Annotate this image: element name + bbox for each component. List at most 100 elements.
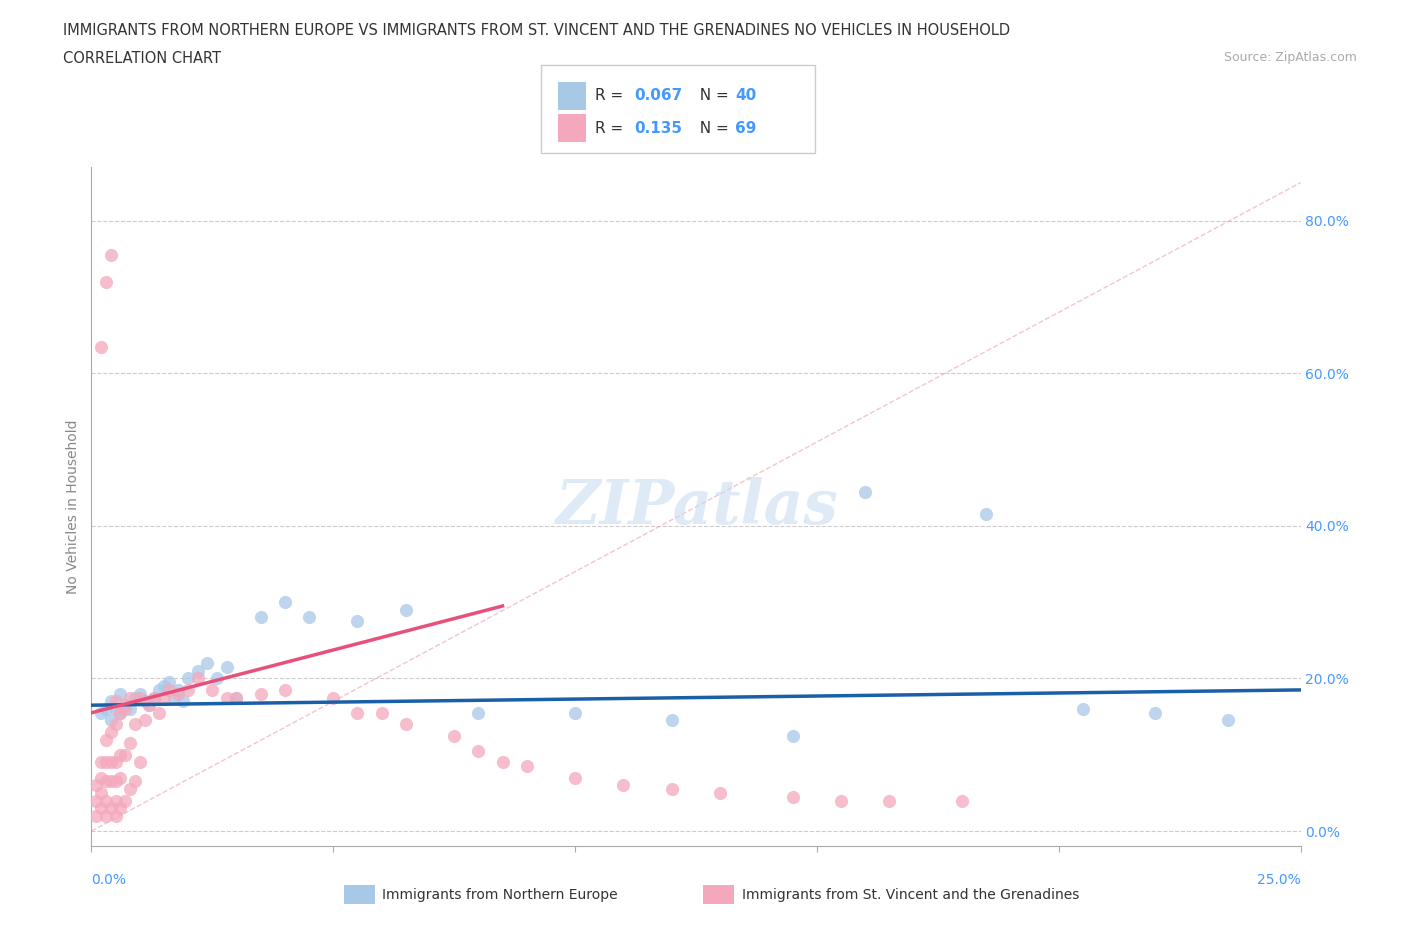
Point [157, 675, 180, 690]
Point [84, 777, 107, 792]
Point [853, 485, 876, 499]
Point [143, 690, 166, 705]
Point [84, 793, 107, 808]
Point [110, 748, 132, 763]
Point [274, 683, 297, 698]
Point [94, 755, 117, 770]
Text: Source: ZipAtlas.com: Source: ZipAtlas.com [1223, 51, 1357, 64]
Point [90, 770, 112, 785]
Point [90, 801, 112, 816]
Point [100, 694, 122, 709]
Point [104, 694, 127, 709]
Point [564, 770, 586, 785]
Point [120, 701, 142, 716]
Point [153, 690, 176, 705]
Point [114, 793, 136, 808]
Point [148, 683, 170, 698]
Point [110, 770, 132, 785]
Text: 69: 69 [735, 121, 756, 136]
Point [370, 705, 392, 720]
Text: CORRELATION CHART: CORRELATION CHART [63, 51, 221, 66]
Point [205, 671, 228, 686]
Point [104, 755, 127, 770]
Point [120, 781, 142, 796]
Point [564, 705, 586, 720]
Text: ZIPatlas: ZIPatlas [554, 477, 838, 537]
Point [709, 786, 731, 801]
Point [104, 793, 127, 808]
Point [172, 694, 194, 709]
Text: IMMIGRANTS FROM NORTHERN EUROPE VS IMMIGRANTS FROM ST. VINCENT AND THE GRENADINE: IMMIGRANTS FROM NORTHERN EUROPE VS IMMIG… [63, 23, 1011, 38]
Point [1071, 701, 1094, 716]
Point [879, 793, 901, 808]
Point [143, 690, 166, 705]
Point [104, 808, 127, 823]
Point [94, 274, 117, 289]
Point [187, 671, 209, 686]
Point [830, 793, 852, 808]
Point [950, 793, 973, 808]
Point [100, 724, 122, 739]
Point [346, 614, 368, 629]
Point [100, 801, 122, 816]
Text: 40: 40 [735, 88, 756, 103]
Point [177, 671, 200, 686]
Point [110, 686, 132, 701]
Point [124, 717, 146, 732]
Point [201, 683, 224, 698]
Point [104, 717, 127, 732]
Point [100, 713, 122, 728]
Point [162, 690, 184, 705]
Point [491, 755, 513, 770]
Point [134, 694, 156, 709]
Point [153, 679, 176, 694]
Point [395, 717, 418, 732]
Point [124, 690, 146, 705]
Point [120, 690, 142, 705]
Point [215, 659, 238, 674]
Point [94, 793, 117, 808]
Point [94, 774, 117, 789]
Point [516, 759, 538, 774]
Text: R =: R = [595, 88, 628, 103]
Point [467, 705, 489, 720]
Point [974, 507, 997, 522]
Point [395, 603, 418, 618]
Point [100, 755, 122, 770]
Point [187, 663, 209, 678]
Point [322, 690, 344, 705]
Point [274, 595, 297, 610]
Text: R =: R = [595, 121, 628, 136]
Point [128, 686, 150, 701]
Point [177, 683, 200, 698]
Point [90, 705, 112, 720]
Point [782, 728, 804, 743]
Point [120, 736, 142, 751]
Point [138, 698, 160, 712]
Point [1144, 705, 1167, 720]
Text: N =: N = [690, 121, 734, 136]
Point [104, 774, 127, 789]
Point [128, 755, 150, 770]
Point [443, 728, 465, 743]
Point [215, 690, 238, 705]
Point [148, 705, 170, 720]
Point [90, 786, 112, 801]
Point [167, 683, 190, 698]
Point [612, 777, 634, 792]
Point [249, 686, 271, 701]
Text: 0.0%: 0.0% [91, 873, 127, 887]
Point [94, 732, 117, 747]
Point [249, 610, 271, 625]
Text: 0.067: 0.067 [634, 88, 682, 103]
Point [128, 690, 150, 705]
Point [1216, 713, 1239, 728]
Text: 0.135: 0.135 [634, 121, 682, 136]
Point [90, 755, 112, 770]
Point [114, 698, 136, 712]
Point [167, 686, 190, 701]
Text: N =: N = [690, 88, 734, 103]
Point [94, 701, 117, 716]
Point [94, 808, 117, 823]
Point [467, 743, 489, 758]
